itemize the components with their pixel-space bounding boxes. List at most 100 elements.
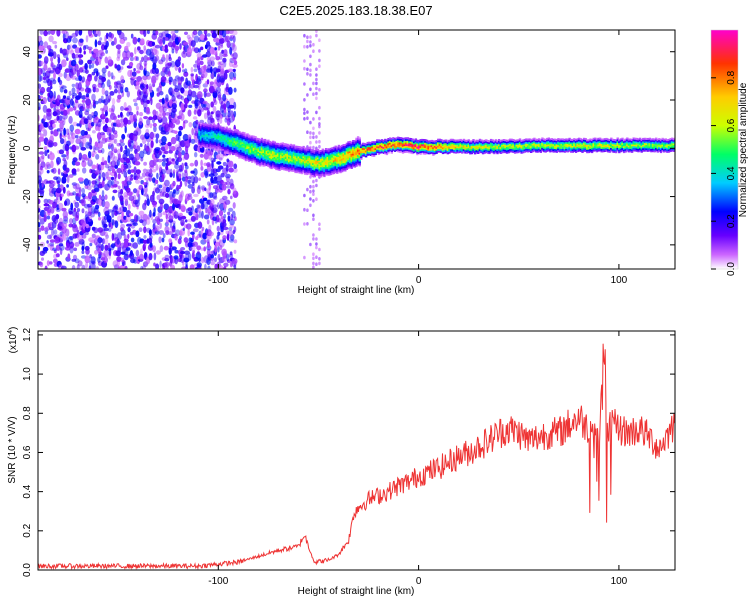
heat-cell: [53, 118, 58, 124]
heat-cell: [54, 44, 58, 49]
heat-cell: [78, 186, 82, 193]
heat-cell: [100, 95, 104, 100]
heat-cell: [233, 101, 237, 110]
heat-cell: [197, 250, 200, 255]
heat-cell: [306, 110, 309, 114]
heat-cell: [39, 261, 44, 268]
heat-cell: [210, 257, 215, 262]
heat-cell: [81, 234, 87, 239]
heat-cell: [92, 83, 97, 89]
heat-cell: [38, 151, 45, 155]
heat-cell: [47, 243, 50, 248]
heat-cell: [82, 167, 87, 174]
heat-cell: [136, 145, 141, 152]
heat-cell: [142, 182, 148, 186]
heat-cell: [119, 264, 126, 269]
heat-cell: [231, 30, 238, 36]
heat-cell: [75, 211, 80, 219]
heat-cell: [133, 188, 138, 194]
heat-cell: [87, 30, 93, 37]
heat-cell: [107, 155, 111, 164]
heat-cell: [225, 173, 231, 179]
heat-cell: [148, 234, 153, 240]
heat-cell: [119, 195, 124, 202]
heat-cell: [85, 134, 91, 139]
heat-cell: [315, 91, 318, 96]
heat-cell: [165, 213, 168, 220]
heat-cell: [180, 250, 185, 255]
heat-cell: [191, 199, 196, 204]
heat-cell: [97, 237, 103, 244]
heat-cell: [140, 84, 147, 88]
heat-cell: [162, 154, 166, 158]
heat-cell: [103, 249, 109, 258]
heat-cell: [135, 126, 141, 132]
heat-cell: [174, 229, 181, 236]
heat-cell: [167, 231, 174, 235]
heat-cell: [120, 257, 125, 263]
heat-cell: [116, 256, 122, 262]
heat-cell: [178, 130, 182, 137]
heat-cell: [212, 179, 218, 184]
heat-cell: [134, 55, 138, 61]
heat-cell: [66, 57, 69, 61]
heat-cell: [42, 246, 49, 252]
heat-cell: [180, 76, 185, 82]
heat-cell: [143, 30, 147, 38]
heat-cell: [221, 184, 227, 191]
heat-cell: [98, 194, 102, 200]
heat-cell: [89, 145, 93, 150]
heat-cell: [222, 161, 227, 167]
heat-cell: [170, 30, 176, 35]
heat-cell: [120, 188, 124, 195]
heat-cell: [43, 129, 48, 137]
heat-cell: [148, 83, 153, 92]
heat-cell: [315, 77, 318, 82]
heat-cell: [133, 102, 138, 107]
heat-cell: [192, 228, 199, 233]
heat-cell: [128, 195, 135, 201]
heat-cell: [83, 50, 86, 55]
heat-cell: [68, 107, 74, 112]
heat-cell: [194, 47, 200, 54]
heat-cell: [129, 212, 134, 217]
heat-cell: [198, 122, 201, 125]
heat-cell: [43, 209, 48, 217]
heat-cell: [68, 90, 72, 97]
heat-cell: [312, 189, 315, 193]
heat-cell: [165, 193, 170, 198]
heat-cell: [135, 230, 140, 238]
heat-cell: [178, 66, 182, 73]
heat-cell: [41, 154, 45, 160]
heat-cell: [358, 137, 361, 140]
heat-cell: [173, 223, 176, 230]
heat-cell: [78, 191, 82, 198]
heat-cell: [200, 202, 205, 210]
heat-cell: [181, 63, 185, 69]
heat-cell: [114, 171, 118, 179]
heat-cell: [87, 215, 92, 223]
heat-cell: [95, 87, 100, 93]
heat-cell: [204, 263, 207, 269]
heat-cell: [146, 99, 151, 104]
heat-cell: [87, 87, 92, 94]
heat-cell: [142, 168, 148, 173]
heat-cell: [309, 120, 312, 125]
heat-cell: [180, 87, 185, 94]
heat-cell: [233, 239, 238, 244]
heat-cell: [50, 56, 54, 62]
heat-cell: [73, 145, 80, 150]
heat-cell: [112, 130, 118, 135]
heat-cell: [48, 35, 54, 43]
heat-cell: [114, 84, 118, 89]
heat-cell: [38, 234, 42, 240]
heat-cell: [306, 45, 309, 49]
heat-cell: [227, 211, 231, 216]
heat-cell: [188, 253, 192, 261]
heat-cell: [110, 143, 114, 152]
heat-cell: [204, 238, 207, 243]
heat-cell: [41, 180, 44, 188]
heat-cell: [217, 202, 220, 210]
heat-cell: [183, 71, 189, 77]
heat-cell: [61, 59, 67, 68]
